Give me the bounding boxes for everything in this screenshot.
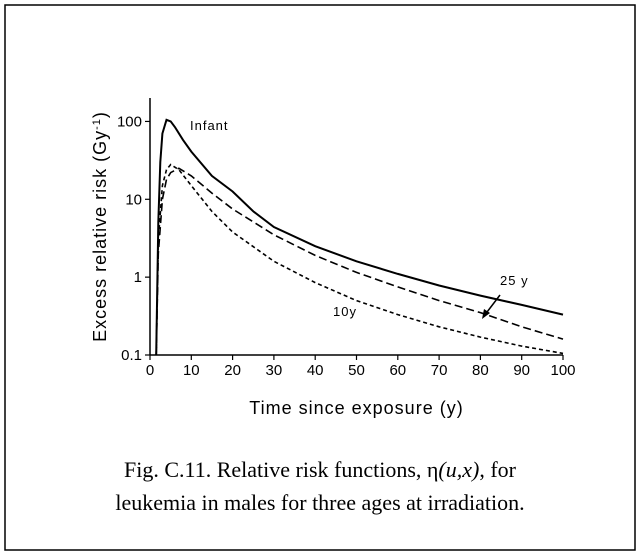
x-axis-label: Time since exposure (y) (249, 398, 463, 418)
series-line (155, 118, 564, 356)
y-axis-label-part: ) (90, 111, 110, 118)
caption-line: Fig. C.11. Relative risk functions, η(u,… (124, 457, 517, 482)
x-tick-label: 50 (348, 362, 365, 379)
caption-part: (u,x) (438, 457, 479, 482)
x-tick-label: 0 (146, 362, 154, 379)
x-tick-label: 20 (224, 362, 241, 379)
x-tick-label: 100 (550, 362, 575, 379)
series-label: Infant (190, 118, 229, 133)
caption-line: leukemia in males for three ages at irra… (115, 490, 524, 515)
series-label: 10y (333, 304, 357, 319)
x-tick-label: 10 (183, 362, 200, 379)
caption-part: leukemia in males for three ages at irra… (115, 490, 524, 515)
x-tick-label: 90 (513, 362, 530, 379)
y-axis-label: Excess relative risk (Gy-1) (90, 111, 110, 342)
x-tick-label: 80 (472, 362, 489, 379)
y-axis-label-part: Excess relative risk (Gy (90, 130, 110, 342)
x-tick-label: 30 (266, 362, 283, 379)
series-line (155, 167, 564, 356)
y-tick-label: 1 (134, 269, 142, 286)
arrow-head (482, 309, 490, 319)
x-tick-label: 40 (307, 362, 324, 379)
caption-part: Fig. C.11. Relative risk functions, η (124, 457, 438, 482)
frame (4, 4, 636, 551)
y-tick-label: 100 (117, 113, 142, 130)
x-tick-label: 70 (431, 362, 448, 379)
series-label: 25 y (500, 273, 529, 288)
y-tick-label: 0.1 (121, 347, 142, 364)
caption-part: , for (479, 457, 516, 482)
y-tick-label: 10 (125, 191, 142, 208)
series-line (155, 163, 564, 356)
y-axis-label-part: -1 (91, 118, 103, 130)
x-tick-label: 60 (389, 362, 406, 379)
